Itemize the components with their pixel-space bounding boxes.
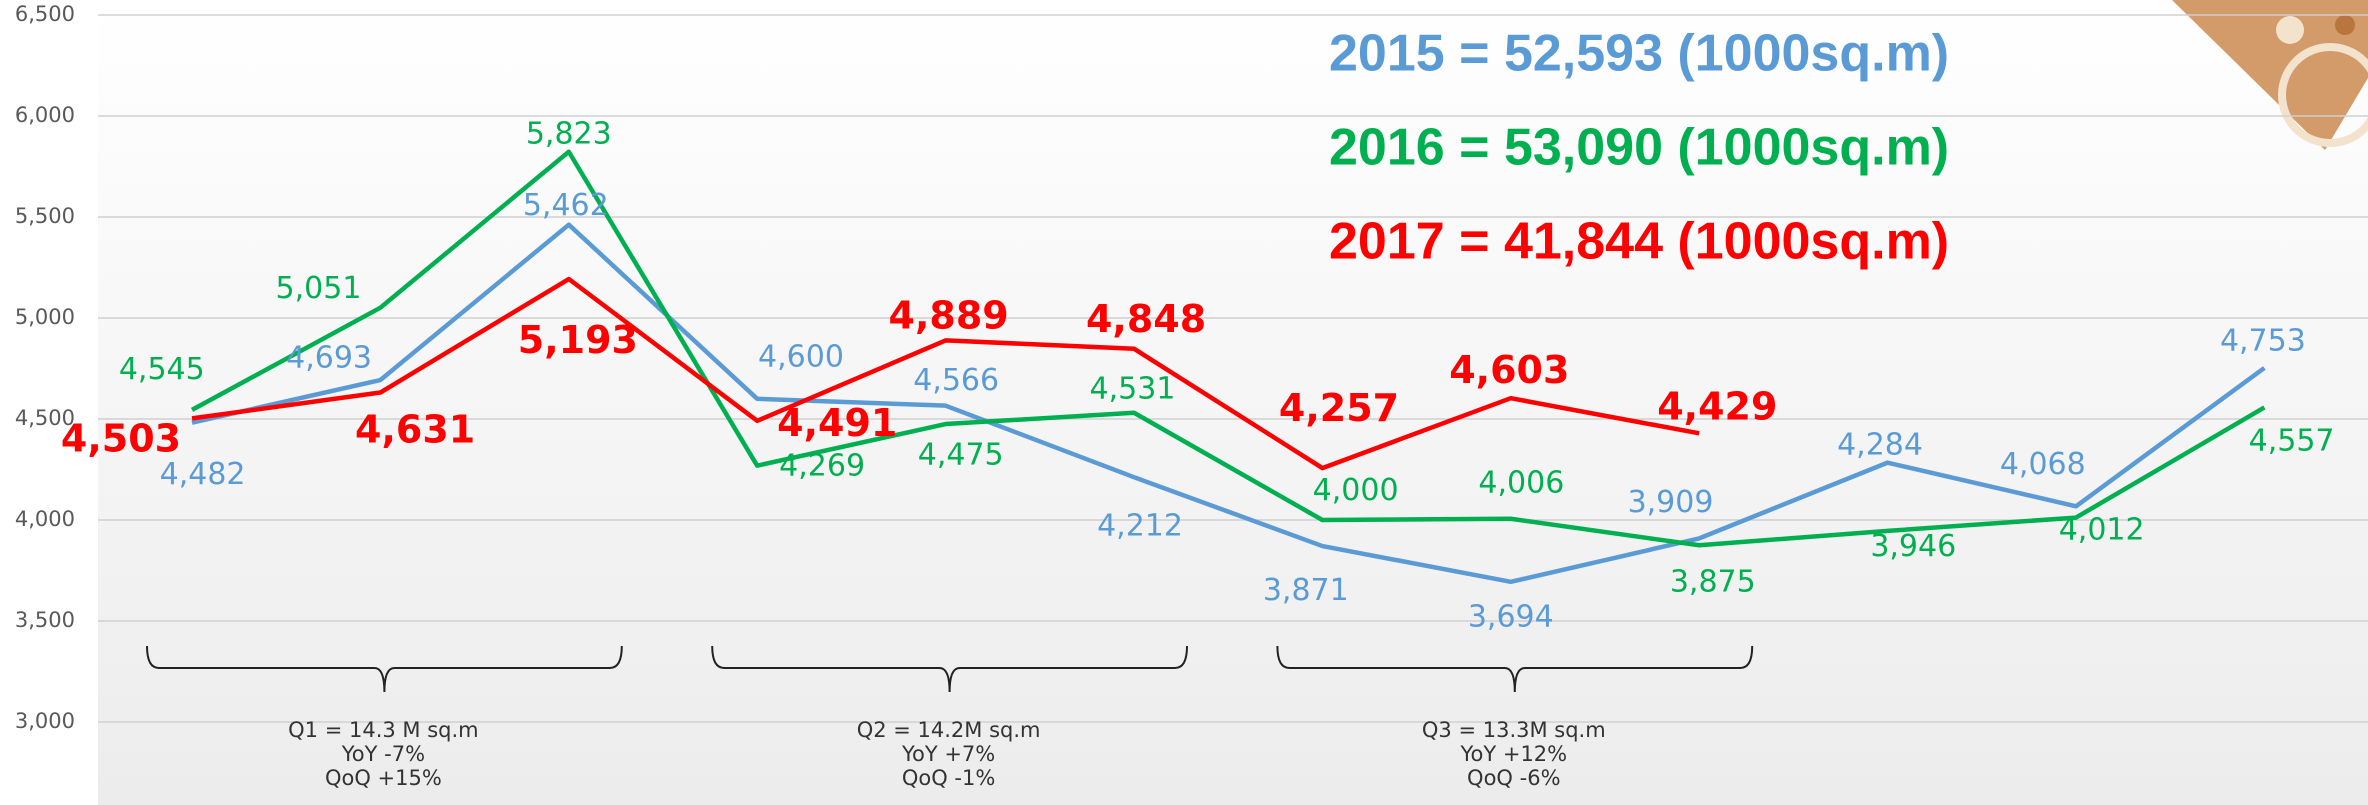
data-label: 4,503	[61, 417, 181, 461]
data-label: 5,193	[518, 318, 638, 362]
data-label: 4,429	[1657, 385, 1777, 429]
data-label: 4,482	[160, 457, 246, 492]
plot-background	[98, 0, 2368, 805]
data-label: 4,889	[889, 293, 1009, 337]
data-label: 3,946	[1870, 529, 1956, 564]
legend-entry: 2016 = 53,090 (1000sq.m)	[1329, 119, 1949, 177]
legend-entry: 2015 = 52,593 (1000sq.m)	[1329, 25, 1949, 83]
data-label: 4,566	[913, 363, 999, 398]
annotation-text: YoY -7%	[341, 742, 425, 766]
data-label: 3,909	[1628, 485, 1714, 520]
annotation-text: Q2 = 14.2M sq.m	[857, 718, 1041, 742]
data-label: 4,000	[1313, 473, 1399, 508]
data-label: 3,871	[1263, 573, 1349, 608]
y-tick-label: 5,500	[15, 204, 75, 228]
data-label: 5,823	[526, 117, 612, 152]
annotation-text: QoQ -1%	[902, 766, 995, 790]
data-label: 4,006	[1478, 466, 1564, 501]
data-label: 3,694	[1468, 600, 1554, 635]
data-label: 4,545	[119, 352, 205, 387]
data-label: 4,631	[355, 407, 475, 451]
data-label: 4,693	[286, 340, 372, 375]
y-tick-label: 6,500	[15, 2, 75, 26]
data-label: 5,462	[523, 188, 609, 223]
data-label: 4,848	[1086, 297, 1206, 341]
annotation-text: QoQ +15%	[325, 766, 442, 790]
data-label: 4,284	[1837, 428, 1923, 463]
annotation-text: QoQ -6%	[1467, 766, 1560, 790]
data-label: 4,531	[1090, 372, 1176, 407]
data-label: 4,491	[777, 401, 897, 445]
annotation-text: YoY +7%	[901, 742, 995, 766]
data-label: 4,603	[1449, 348, 1569, 392]
y-tick-label: 5,000	[15, 305, 75, 329]
data-label: 4,600	[758, 340, 844, 375]
y-tick-label: 6,000	[15, 103, 75, 127]
data-label: 4,475	[918, 437, 1004, 472]
annotation-text: Q1 = 14.3 M sq.m	[288, 718, 478, 742]
y-tick-label: 4,000	[15, 507, 75, 531]
data-label: 4,557	[2249, 424, 2335, 459]
y-tick-label: 3,000	[15, 709, 75, 733]
data-label: 5,051	[276, 271, 362, 306]
legend-entry: 2017 = 41,844 (1000sq.m)	[1329, 213, 1949, 271]
annotation-text: YoY +12%	[1459, 742, 1567, 766]
chart: 3,0003,5004,0004,5005,0005,5006,0006,500…	[0, 0, 2368, 805]
annotation-text: Q3 = 13.3M sq.m	[1422, 718, 1606, 742]
data-label: 4,012	[2059, 513, 2145, 548]
data-label: 4,068	[2000, 447, 2086, 482]
data-label: 4,753	[2220, 324, 2306, 359]
data-label: 4,269	[779, 449, 865, 484]
data-label: 4,257	[1279, 386, 1399, 430]
y-tick-label: 3,500	[15, 608, 75, 632]
data-label: 4,212	[1097, 509, 1183, 544]
data-label: 3,875	[1670, 565, 1756, 600]
